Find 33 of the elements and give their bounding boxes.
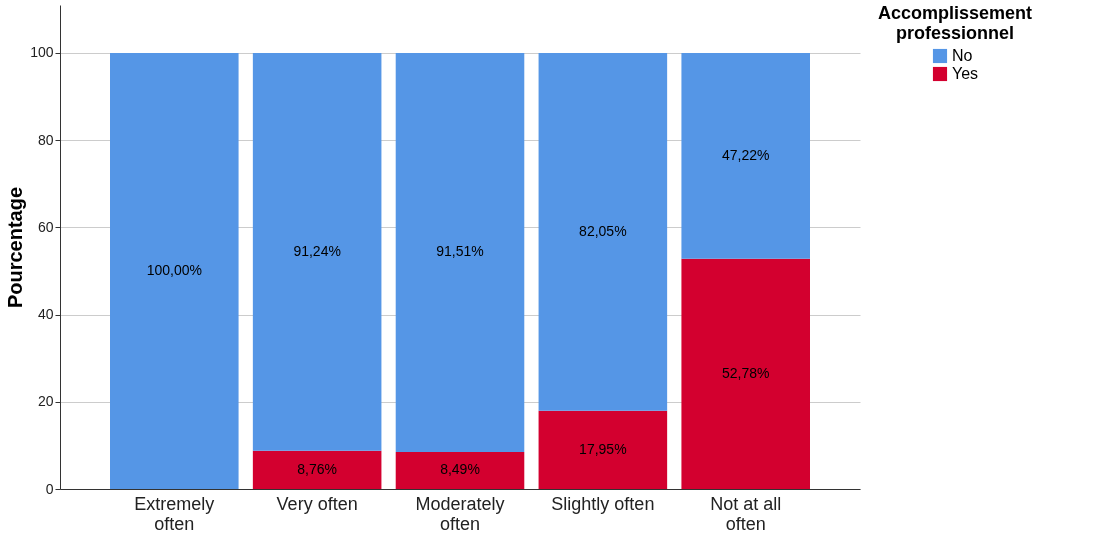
bar — [252, 52, 382, 451]
y-tick-label: 100 — [30, 44, 54, 61]
bar — [395, 52, 525, 452]
bar — [395, 451, 525, 489]
data-label: 100,00% — [146, 261, 202, 278]
data-label: 8,76% — [297, 460, 337, 477]
data-label: 8,49% — [440, 461, 480, 478]
bar — [110, 52, 239, 489]
x-tick-label: Moderately often — [415, 493, 505, 534]
legend-label: Yes — [952, 65, 979, 82]
x-tick-label: Very often — [276, 493, 358, 514]
x-tick-label: Slightly often — [551, 493, 655, 514]
legend-title: Accomplissement professionnel — [877, 3, 1033, 43]
x-tick-label: Extremely often — [134, 493, 215, 534]
data-label: 91,24% — [293, 242, 341, 259]
bar — [538, 52, 668, 411]
bar — [681, 258, 810, 489]
x-tick-label: Not at all often — [710, 493, 782, 534]
data-label: 47,22% — [721, 146, 770, 163]
data-label: 52,78% — [721, 364, 770, 381]
y-tick-label: 20 — [37, 393, 54, 410]
data-label: 91,51% — [436, 243, 484, 260]
bar — [681, 52, 810, 259]
y-tick-label: 0 — [45, 480, 54, 497]
bar — [252, 450, 382, 489]
data-label: 82,05% — [579, 222, 627, 239]
y-axis-title: Pourcentage — [4, 186, 27, 309]
y-tick-label: 80 — [37, 131, 54, 148]
legend-label: No — [952, 47, 973, 64]
data-label: 17,95% — [579, 440, 627, 457]
y-tick-label: 60 — [37, 218, 54, 235]
bar — [538, 410, 668, 489]
y-tick-label: 40 — [37, 306, 54, 323]
